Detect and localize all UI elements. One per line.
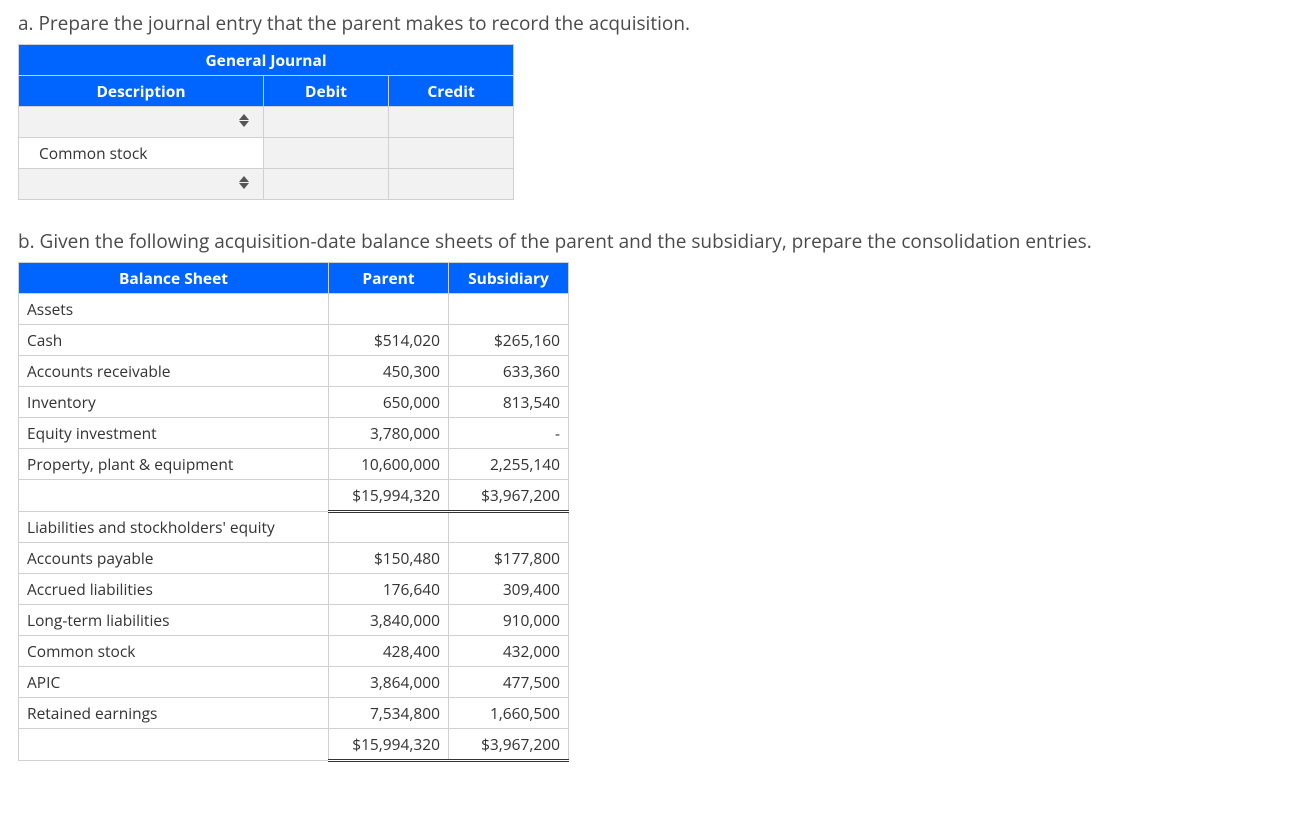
journal-credit-input[interactable] bbox=[389, 169, 514, 200]
journal-debit-input[interactable] bbox=[264, 138, 389, 169]
bs-subsidiary-value: 2,255,140 bbox=[449, 449, 569, 480]
bs-subsidiary-value: 432,000 bbox=[449, 636, 569, 667]
bs-parent-value: 3,780,000 bbox=[329, 418, 449, 449]
bs-subsidiary-value: $177,800 bbox=[449, 543, 569, 574]
bs-parent-total: $15,994,320 bbox=[329, 480, 449, 512]
bs-empty-cell bbox=[329, 294, 449, 325]
bs-subsidiary-value: 1,660,500 bbox=[449, 698, 569, 729]
general-journal-table: General Journal Description Debit Credit… bbox=[18, 44, 514, 200]
journal-description-text: Common stock bbox=[39, 142, 147, 164]
bs-col-parent: Parent bbox=[329, 263, 449, 294]
bs-row-label: APIC bbox=[19, 667, 329, 698]
bs-section-heading: Assets bbox=[19, 294, 329, 325]
bs-empty-cell bbox=[329, 512, 449, 543]
bs-row-label: Inventory bbox=[19, 387, 329, 418]
journal-debit-input[interactable] bbox=[264, 107, 389, 138]
bs-parent-value: 3,840,000 bbox=[329, 605, 449, 636]
bs-subsidiary-total: $3,967,200 bbox=[449, 729, 569, 761]
journal-col-description: Description bbox=[19, 76, 264, 107]
journal-credit-input[interactable] bbox=[389, 138, 514, 169]
bs-subsidiary-value: 910,000 bbox=[449, 605, 569, 636]
journal-credit-input[interactable] bbox=[389, 107, 514, 138]
bs-total-label bbox=[19, 480, 329, 512]
journal-debit-input[interactable] bbox=[264, 169, 389, 200]
bs-parent-value: 450,300 bbox=[329, 356, 449, 387]
bs-title: Balance Sheet bbox=[19, 263, 329, 294]
sort-icon[interactable] bbox=[233, 113, 255, 128]
bs-row-label: Accrued liabilities bbox=[19, 574, 329, 605]
bs-parent-value: 428,400 bbox=[329, 636, 449, 667]
bs-subsidiary-value: 633,360 bbox=[449, 356, 569, 387]
bs-empty-cell bbox=[449, 512, 569, 543]
bs-parent-value: $150,480 bbox=[329, 543, 449, 574]
bs-row-label: Accounts receivable bbox=[19, 356, 329, 387]
bs-subsidiary-value: 309,400 bbox=[449, 574, 569, 605]
bs-parent-total: $15,994,320 bbox=[329, 729, 449, 761]
journal-col-debit: Debit bbox=[264, 76, 389, 107]
bs-parent-value: 650,000 bbox=[329, 387, 449, 418]
bs-row-label: Long-term liabilities bbox=[19, 605, 329, 636]
bs-subsidiary-value: 813,540 bbox=[449, 387, 569, 418]
bs-parent-value: 7,534,800 bbox=[329, 698, 449, 729]
part-b-prompt: b. Given the following acquisition-date … bbox=[18, 228, 1275, 254]
journal-col-credit: Credit bbox=[389, 76, 514, 107]
bs-row-label: Accounts payable bbox=[19, 543, 329, 574]
bs-total-label bbox=[19, 729, 329, 761]
bs-row-label: Equity investment bbox=[19, 418, 329, 449]
bs-subsidiary-value: $265,160 bbox=[449, 325, 569, 356]
bs-parent-value: $514,020 bbox=[329, 325, 449, 356]
bs-parent-value: 3,864,000 bbox=[329, 667, 449, 698]
bs-empty-cell bbox=[449, 294, 569, 325]
bs-subsidiary-value: - bbox=[449, 418, 569, 449]
bs-section-heading: Liabilities and stockholders' equity bbox=[19, 512, 329, 543]
balance-sheet-table: Balance Sheet Parent Subsidiary AssetsCa… bbox=[18, 262, 569, 762]
bs-parent-value: 10,600,000 bbox=[329, 449, 449, 480]
part-a-prompt: a. Prepare the journal entry that the pa… bbox=[18, 10, 1275, 36]
journal-description-select[interactable] bbox=[19, 107, 264, 138]
bs-subsidiary-total: $3,967,200 bbox=[449, 480, 569, 512]
bs-row-label: Cash bbox=[19, 325, 329, 356]
bs-row-label: Property, plant & equipment bbox=[19, 449, 329, 480]
bs-subsidiary-value: 477,500 bbox=[449, 667, 569, 698]
sort-icon[interactable] bbox=[233, 175, 255, 190]
journal-title: General Journal bbox=[19, 45, 514, 76]
journal-description-select[interactable] bbox=[19, 169, 264, 200]
journal-description-cell: Common stock bbox=[19, 138, 264, 169]
bs-parent-value: 176,640 bbox=[329, 574, 449, 605]
bs-row-label: Common stock bbox=[19, 636, 329, 667]
bs-row-label: Retained earnings bbox=[19, 698, 329, 729]
bs-col-subsidiary: Subsidiary bbox=[449, 263, 569, 294]
